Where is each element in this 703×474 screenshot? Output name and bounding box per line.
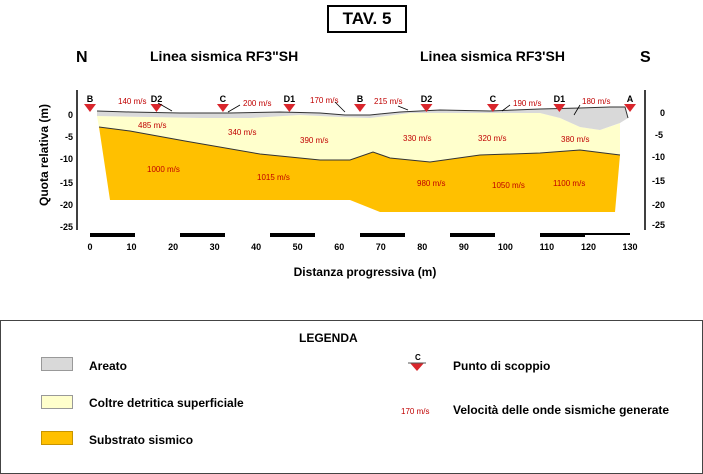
y-tick-left-25: -25 <box>60 222 73 232</box>
velocity-label: 330 m/s <box>403 134 431 143</box>
velocity-label: 1015 m/s <box>257 173 290 182</box>
shot-point-label: B <box>357 94 364 104</box>
line-title-rf3-right: Linea sismica RF3'SH <box>420 48 565 64</box>
substrato-swatch <box>41 431 73 445</box>
north-label: N <box>76 49 88 66</box>
y-tick-right-10: -10 <box>652 152 665 162</box>
x-tick-label: 40 <box>251 242 261 252</box>
table-title: TAV. 5 <box>327 5 407 33</box>
legend-areato-label: Areato <box>89 359 128 373</box>
shot-point-marker: D1 <box>283 94 296 112</box>
south-label: S <box>640 49 651 66</box>
y-tick-left-0: 0 <box>68 110 73 120</box>
shot-point-marker: D1 <box>553 94 566 112</box>
velocity-label: 1100 m/s <box>553 179 585 188</box>
y-tick-left-10: -10 <box>60 154 73 164</box>
velocity-label: 380 m/s <box>561 135 589 144</box>
x-tick-label: 20 <box>168 242 178 252</box>
velocity-label: 320 m/s <box>478 134 506 143</box>
shot-point-triangle <box>624 104 636 112</box>
coltre-layer <box>97 113 620 162</box>
shot-point-label: C <box>220 94 227 104</box>
shot-point-marker: A <box>624 94 636 112</box>
x-tick-label: 70 <box>376 242 386 252</box>
legend-velocity-sample: 170 m/s <box>401 407 430 416</box>
velocity-label: 1050 m/s <box>492 181 525 190</box>
x-tick-label: 90 <box>459 242 469 252</box>
velocity-label: 485 m/s <box>138 121 166 130</box>
velocity-label: 980 m/s <box>417 179 445 188</box>
velocity-label: 390 m/s <box>300 136 328 145</box>
shot-point-marker: D2 <box>150 94 163 112</box>
shot-point-marker: D2 <box>420 94 433 112</box>
shot-point-triangle <box>150 104 163 112</box>
velocity-label: 190 m/s <box>513 99 541 108</box>
shot-point-triangle <box>84 104 96 112</box>
y-axis-label: Quota relativa (m) <box>37 104 51 206</box>
legend-shot-label: Punto di scoppio <box>453 359 551 373</box>
shot-point-icon: C <box>408 353 426 371</box>
y-tick-left-20: -20 <box>60 200 73 210</box>
x-axis-label: Distanza progressiva (m) <box>294 265 437 279</box>
x-tick-label: 50 <box>293 242 303 252</box>
coltre-swatch <box>41 395 73 409</box>
y-tick-right-5: -5 <box>655 130 663 140</box>
y-tick-right-15: -15 <box>652 176 665 186</box>
velocity-label: 340 m/s <box>228 128 256 137</box>
shot-point-triangle <box>553 104 566 112</box>
shot-point-triangle <box>486 104 499 112</box>
velocity-label: 215 m/s <box>374 97 402 106</box>
areato-swatch <box>41 357 73 371</box>
legend-panel: LEGENDA Areato Coltre detritica superfic… <box>0 320 703 474</box>
y-tick-right-25: -25 <box>652 220 665 230</box>
shot-point-label: D1 <box>554 94 566 104</box>
scale-bar <box>90 233 630 237</box>
x-tick-label: 120 <box>581 242 596 252</box>
x-tick-label: 100 <box>498 242 513 252</box>
shot-point-triangle <box>354 104 366 112</box>
velocity-label: 140 m/s <box>118 97 146 106</box>
shot-point-label: D1 <box>284 94 296 104</box>
velocity-label: 180 m/s <box>582 97 610 106</box>
x-tick-label: 30 <box>210 242 220 252</box>
shot-point-label: B <box>87 94 94 104</box>
shot-point-marker: B <box>84 94 96 112</box>
shot-point-marker: C <box>486 94 499 112</box>
shot-point-marker: C <box>216 94 229 112</box>
substrato-layer <box>99 127 620 212</box>
svg-text:C: C <box>415 353 421 362</box>
seismic-section-diagram: N S Linea sismica RF3"SH Linea sismica R… <box>37 48 665 279</box>
velocity-label: 200 m/s <box>243 99 271 108</box>
x-tick-label: 10 <box>127 242 137 252</box>
y-tick-right-20: -20 <box>652 200 665 210</box>
shot-point-label: D2 <box>151 94 163 104</box>
x-tick-label: 110 <box>540 242 555 252</box>
areato-layer <box>97 107 628 130</box>
y-tick-left-15: -15 <box>60 178 73 188</box>
x-tick-label: 130 <box>622 242 637 252</box>
shot-point-triangle <box>420 104 433 112</box>
shot-point-marker: B <box>354 94 366 112</box>
y-tick-left-5: -5 <box>65 132 73 142</box>
velocity-label: 170 m/s <box>310 96 338 105</box>
legend-velocity-label: Velocità delle onde sismiche generate <box>453 403 670 417</box>
shot-point-triangle <box>216 104 229 112</box>
shot-point-label: A <box>627 94 634 104</box>
line-title-rf3-left: Linea sismica RF3"SH <box>150 48 298 64</box>
x-tick-label: 80 <box>417 242 427 252</box>
legend-substrato-label: Substrato sismico <box>89 433 194 447</box>
x-tick-label: 0 <box>87 242 92 252</box>
y-tick-right-0: 0 <box>660 108 665 118</box>
x-tick-label: 60 <box>334 242 344 252</box>
legend-coltre-label: Coltre detritica superficiale <box>89 396 244 410</box>
shot-point-label: D2 <box>421 94 433 104</box>
velocity-label: 1000 m/s <box>147 165 180 174</box>
shot-point-label: C <box>490 94 497 104</box>
shot-point-triangle <box>283 104 296 112</box>
legend-title: LEGENDA <box>299 331 358 345</box>
